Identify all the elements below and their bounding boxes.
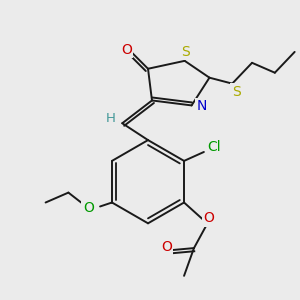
Text: O: O bbox=[161, 240, 172, 254]
Text: O: O bbox=[203, 212, 214, 225]
Text: S: S bbox=[232, 85, 241, 98]
Text: O: O bbox=[121, 43, 132, 57]
Text: N: N bbox=[196, 99, 207, 113]
Text: H: H bbox=[105, 112, 115, 125]
Text: Cl: Cl bbox=[207, 140, 220, 154]
Text: O: O bbox=[83, 202, 94, 215]
Text: S: S bbox=[181, 45, 190, 59]
